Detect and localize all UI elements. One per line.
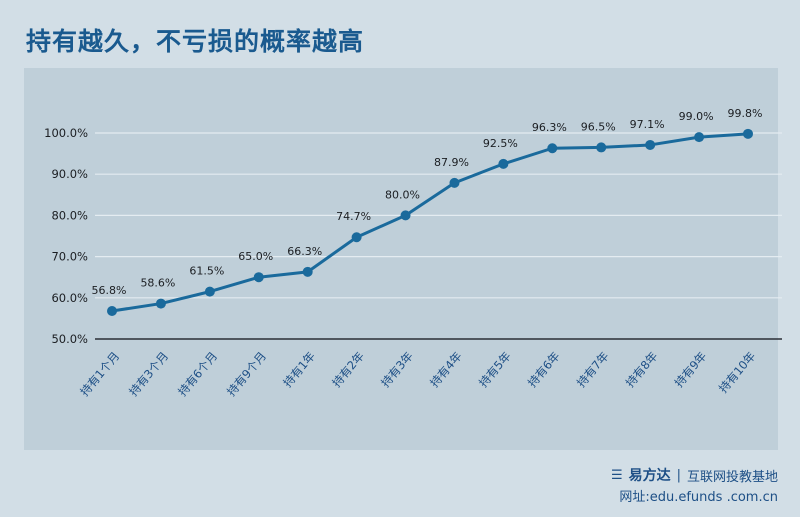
x-tick-label: 持有8年: [623, 349, 661, 390]
brand-divider: |: [676, 467, 681, 483]
data-point: [302, 266, 313, 277]
brand-name: 易方达: [628, 468, 671, 484]
series-line: [111, 132, 749, 313]
x-tick-label: 持有6年: [525, 349, 563, 390]
data-label: 56.8%: [92, 284, 127, 297]
data-label: 96.3%: [532, 121, 567, 134]
x-tick-label: 持有1年: [280, 349, 318, 390]
data-point: [498, 158, 509, 169]
x-tick-label: 持有6个月: [175, 349, 220, 399]
brand-slogan: 互联网投教基地: [686, 469, 778, 485]
data-point: [400, 210, 411, 221]
data-point: [694, 132, 705, 143]
data-point: [253, 272, 264, 283]
data-label: 80.0%: [385, 188, 420, 201]
data-point: [596, 142, 607, 153]
data-point: [107, 305, 117, 316]
x-tick-label: 持有2年: [329, 349, 367, 390]
page-title: 持有越久，不亏损的概率越高: [26, 27, 365, 56]
chart-area: [24, 68, 778, 450]
data-point: [547, 143, 558, 154]
x-tick-label: 持有1个月: [77, 349, 122, 399]
website-url: 网址:edu.efunds .com.cn: [619, 490, 778, 505]
data-label: 92.5%: [483, 137, 518, 150]
x-tick-label: 持有3个月: [126, 349, 171, 399]
y-tick-label: 90.0%: [51, 167, 88, 181]
data-label: 61.5%: [189, 265, 224, 278]
data-label: 97.1%: [630, 118, 665, 131]
x-tick-label: 持有4年: [427, 349, 465, 390]
efunds-logo-icon: ☰: [610, 467, 623, 483]
x-tick-label: 持有7年: [574, 349, 612, 390]
data-point: [743, 128, 753, 139]
y-tick-label: 70.0%: [51, 250, 88, 264]
data-label: 99.0%: [679, 110, 714, 123]
data-point: [351, 232, 362, 243]
y-tick-label: 80.0%: [51, 208, 88, 222]
data-label: 74.7%: [336, 210, 371, 223]
y-tick-label: 100.0%: [44, 126, 88, 140]
data-label: 65.0%: [238, 250, 273, 263]
x-tick-label: 持有3年: [378, 349, 416, 390]
data-point: [645, 139, 656, 150]
y-tick-label: 60.0%: [51, 291, 88, 305]
data-label: 99.8%: [728, 107, 763, 120]
x-tick-label: 持有5年: [476, 349, 514, 390]
data-point: [204, 286, 215, 297]
data-label: 87.9%: [434, 156, 469, 169]
data-label: 96.5%: [581, 120, 616, 133]
x-tick-label: 持有9年: [672, 349, 710, 390]
data-label: 58.6%: [140, 277, 175, 290]
data-label: 66.3%: [287, 245, 322, 258]
x-tick-label: 持有9个月: [224, 349, 269, 399]
y-tick-label: 50.0%: [51, 332, 88, 346]
brand: ☰ 易方达 | 互联网投教基地: [611, 465, 778, 485]
data-point: [155, 298, 166, 309]
x-tick-label: 持有10年: [716, 349, 758, 396]
data-point: [449, 177, 460, 188]
